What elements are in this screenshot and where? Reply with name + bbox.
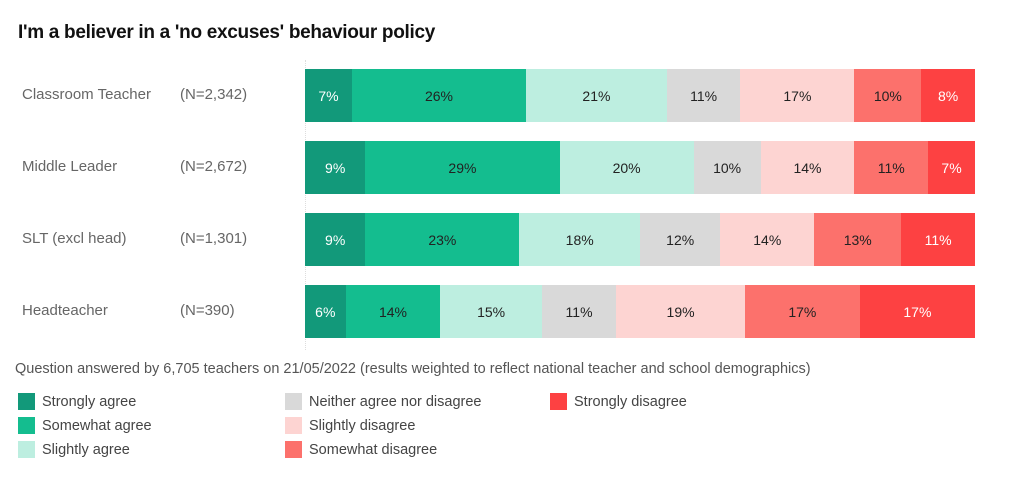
bar-segment: 9% <box>305 213 366 266</box>
data-label: 11% <box>924 231 952 248</box>
data-label: 10% <box>713 159 742 176</box>
bar-segment: 12% <box>639 213 721 266</box>
data-label: 23% <box>428 231 457 248</box>
category-label: SLT (excl head) <box>22 230 127 247</box>
legend-label: Somewhat disagree <box>309 441 438 458</box>
bar-segment: 17% <box>744 285 860 338</box>
data-label: 17% <box>788 303 817 320</box>
data-label: 18% <box>565 231 594 248</box>
bar-segment: 7% <box>928 141 975 194</box>
bar-segment: 17% <box>740 69 855 122</box>
stacked-bar: 7% 26% 21% 11% 17% 10% 8% <box>305 69 975 122</box>
bar-segment: 10% <box>693 141 761 194</box>
sample-size-label: (N=2,342) <box>180 86 248 103</box>
legend-label: Somewhat agree <box>42 417 152 434</box>
legend-swatch <box>285 393 302 410</box>
bar-segment: 7% <box>305 69 352 122</box>
bar-segment: 17% <box>859 285 975 338</box>
chart-title: I'm a believer in a 'no excuses' behavio… <box>18 22 436 43</box>
data-label: 26% <box>424 87 453 104</box>
bar-segment: 11% <box>854 141 929 194</box>
category-label: Classroom Teacher <box>22 86 151 103</box>
bar-segment: 19% <box>616 285 745 338</box>
legend-swatch <box>18 441 35 458</box>
chart-note: Question answered by 6,705 teachers on 2… <box>15 361 811 377</box>
data-label: 7% <box>318 87 339 104</box>
data-label: 13% <box>843 231 872 248</box>
bar-segment: 9% <box>305 141 366 194</box>
bar-segment: 15% <box>440 285 542 338</box>
legend-label: Slightly disagree <box>309 417 416 434</box>
legend-item: Slightly agree <box>18 441 130 458</box>
bar-segment: 13% <box>814 213 902 266</box>
legend-item: Neither agree nor disagree <box>285 393 482 410</box>
data-label: 6% <box>315 303 336 320</box>
sample-size-label: (N=1,301) <box>180 230 248 247</box>
sample-size-label: (N=390) <box>180 302 235 319</box>
bar-segment: 14% <box>345 285 441 338</box>
legend-item: Slightly disagree <box>285 417 415 434</box>
category-label: Middle Leader <box>22 158 118 175</box>
data-label: 17% <box>903 303 932 320</box>
data-label: 11% <box>877 159 905 176</box>
bar-segment: 23% <box>365 213 520 266</box>
bar-segment: 20% <box>559 141 694 194</box>
bar-segment: 14% <box>760 141 855 194</box>
bar-segment: 11% <box>666 69 741 122</box>
bar-segment: 21% <box>526 69 667 122</box>
data-label: 9% <box>325 159 346 176</box>
data-label: 11% <box>565 303 593 320</box>
bar-segment: 14% <box>720 213 815 266</box>
legend-swatch <box>18 393 35 410</box>
bar-segment: 8% <box>921 69 975 122</box>
bar-segment: 6% <box>305 285 346 338</box>
stacked-bar: 9% 29% 20% 10% 14% 11% 7% <box>305 141 975 194</box>
data-label: 17% <box>783 87 812 104</box>
axis-line <box>305 60 306 350</box>
data-label: 14% <box>378 303 407 320</box>
bar-segment: 29% <box>365 141 560 194</box>
data-label: 20% <box>612 159 641 176</box>
data-label: 9% <box>325 231 346 248</box>
sample-size-label: (N=2,672) <box>180 158 248 175</box>
data-label: 29% <box>448 159 477 176</box>
bar-segment: 26% <box>351 69 527 122</box>
data-label: 7% <box>941 159 962 176</box>
data-label: 14% <box>753 231 782 248</box>
data-label: 21% <box>582 87 611 104</box>
bar-segment: 10% <box>854 69 922 122</box>
data-label: 19% <box>666 303 695 320</box>
bar-segment: 11% <box>541 285 617 338</box>
legend-label: Neither agree nor disagree <box>309 393 482 410</box>
legend-item: Somewhat disagree <box>285 441 437 458</box>
legend-label: Strongly agree <box>42 393 137 410</box>
legend-swatch <box>18 417 35 434</box>
data-label: 12% <box>666 231 695 248</box>
legend-item: Somewhat agree <box>18 417 152 434</box>
data-label: 14% <box>793 159 822 176</box>
legend-swatch <box>285 417 302 434</box>
stacked-bar: 6% 14% 15% 11% 19% 17% 17% <box>305 285 975 338</box>
bar-segment: 18% <box>519 213 640 266</box>
legend-swatch <box>550 393 567 410</box>
legend-swatch <box>285 441 302 458</box>
legend-label: Strongly disagree <box>574 393 687 410</box>
legend-item: Strongly agree <box>18 393 136 410</box>
stacked-bar: 9% 23% 18% 12% 14% 13% 11% <box>305 213 975 266</box>
data-label: 8% <box>938 87 959 104</box>
bar-segment: 11% <box>901 213 975 266</box>
data-label: 15% <box>477 303 506 320</box>
legend-item: Strongly disagree <box>550 393 687 410</box>
category-label: Headteacher <box>22 302 108 319</box>
data-label: 10% <box>873 87 902 104</box>
data-label: 11% <box>690 87 718 104</box>
legend-label: Slightly agree <box>42 441 130 458</box>
